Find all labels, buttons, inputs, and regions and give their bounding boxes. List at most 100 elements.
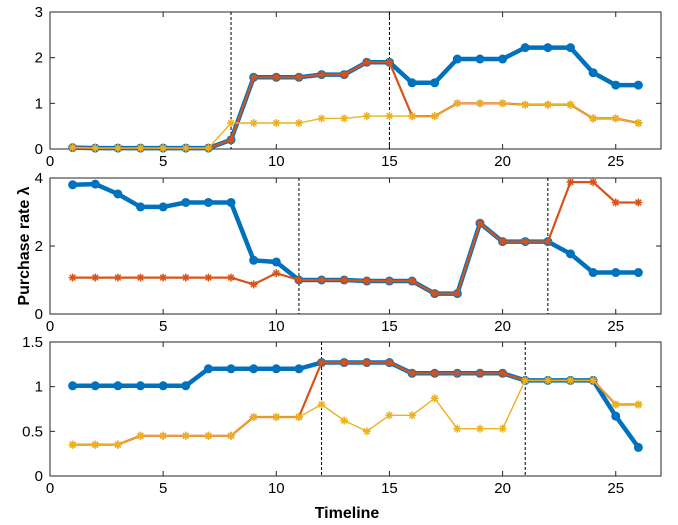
series-1-point: [520, 43, 530, 53]
series-1-point: [90, 179, 100, 189]
series-2-point: [249, 73, 258, 82]
x-tick-label: 15: [381, 318, 398, 335]
series-2-point: [362, 358, 371, 367]
panel-1: 0 5 10 15 20 25 0 1 2 3: [35, 4, 662, 170]
series-2-point: [408, 277, 417, 285]
series-3-point: [498, 424, 507, 433]
y-tick-label: 1: [35, 95, 43, 112]
series-1-point: [430, 78, 440, 88]
series-3-point: [181, 144, 190, 153]
series-3-point: [159, 144, 168, 153]
series-3-point: [476, 99, 484, 108]
series-1-point: [271, 364, 281, 374]
x-tick-label: 5: [159, 318, 167, 335]
series-3-point: [634, 400, 643, 409]
series-2-point: [249, 280, 258, 289]
series-3-point: [408, 411, 417, 420]
series-3-point: [136, 431, 145, 440]
series-3-point: [453, 99, 462, 108]
series-3-point: [521, 100, 530, 109]
panel-3: 0 5 10 15 20 25 0 0.5 1 1.5: [22, 334, 662, 497]
series-3-point: [204, 144, 213, 153]
series-2-point: [476, 369, 484, 378]
series-2-point: [430, 369, 439, 378]
series-3-point: [385, 112, 394, 121]
x-tick-label: 5: [159, 480, 167, 497]
series-3-point: [611, 400, 620, 409]
series-1-point: [113, 189, 123, 199]
series-3-point: [340, 416, 349, 425]
series-2-point: [362, 58, 371, 67]
panel-2: 0 5 10 15 20 25 0 2 4: [35, 170, 662, 335]
series-1-point: [68, 180, 78, 190]
series-3-point: [204, 431, 213, 440]
series-1-point: [113, 381, 123, 391]
series-1-point: [203, 197, 213, 207]
series-1-point: [294, 364, 304, 374]
series-3-point: [589, 114, 598, 123]
series-2-point: [498, 237, 507, 246]
series-3-point: [317, 400, 326, 409]
x-tick-label: 10: [268, 153, 285, 170]
x-tick-label: 25: [607, 153, 624, 170]
series-2-point: [566, 178, 575, 187]
series-3-point: [430, 112, 439, 121]
series-3-point: [340, 114, 349, 123]
series-2-point: [362, 277, 371, 285]
series-2-point: [498, 369, 507, 378]
series-2-point: [385, 277, 394, 285]
series-2-point: [136, 273, 145, 282]
series-3-point: [159, 431, 168, 440]
series-2-point: [340, 70, 349, 79]
y-tick-label: 0: [35, 468, 43, 485]
series-3-point: [453, 424, 462, 433]
series-2-point: [294, 276, 303, 284]
series-2-point: [385, 358, 394, 367]
series-3-point: [136, 144, 145, 153]
y-tick-label: 1: [35, 379, 43, 396]
series-2-point: [227, 273, 235, 282]
series-3-point: [294, 413, 303, 421]
series-1-point: [633, 442, 643, 452]
series-3-point: [362, 427, 371, 436]
series-2-point: [317, 358, 326, 367]
x-tick-label: 0: [46, 480, 54, 497]
series-3-point: [476, 424, 484, 433]
y-tick-label: 3: [35, 4, 43, 21]
series-3-point: [589, 376, 598, 385]
series-1-point: [181, 381, 191, 391]
series-3-point: [68, 143, 77, 152]
series-3-point: [113, 440, 122, 449]
series-1-point: [588, 68, 598, 78]
x-tick-label: 15: [381, 480, 398, 497]
series-1-point: [633, 268, 643, 278]
series-1-point: [181, 197, 191, 207]
axes-box: [49, 11, 662, 150]
series-3-point: [634, 119, 643, 127]
series-3-point: [385, 411, 394, 420]
series-2-point: [91, 273, 100, 282]
series-1-point: [407, 78, 417, 88]
series-3-point: [249, 413, 258, 421]
series-1-point: [565, 43, 575, 53]
series-1-point: [633, 80, 643, 90]
series-3-point: [543, 100, 552, 109]
series-1-point: [158, 202, 168, 212]
x-axis-label: Timeline: [315, 505, 380, 522]
x-tick-label: 10: [268, 318, 285, 335]
series-2-point: [340, 276, 349, 284]
series-2-point: [113, 273, 122, 282]
series-3-point: [611, 114, 620, 123]
series-2-point: [272, 269, 281, 278]
series-1-point: [271, 257, 281, 267]
x-tick-label: 20: [494, 318, 511, 335]
x-tick-label: 15: [381, 153, 398, 170]
series-3-point: [91, 440, 100, 449]
series-1-point: [90, 381, 100, 391]
series-3-point: [521, 376, 530, 385]
series-1-point: [203, 364, 213, 374]
x-tick-label: 0: [46, 318, 54, 335]
series-2-point: [634, 198, 643, 207]
series-2-point: [317, 276, 326, 284]
y-tick-label: 0.5: [22, 423, 43, 440]
